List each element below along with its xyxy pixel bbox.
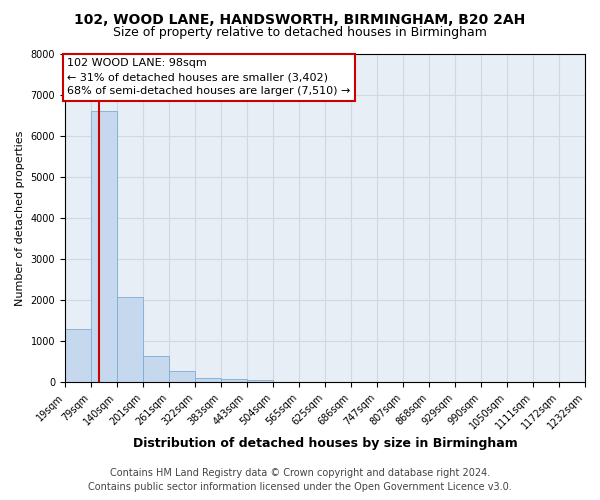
Text: Contains HM Land Registry data © Crown copyright and database right 2024.
Contai: Contains HM Land Registry data © Crown c… [88, 468, 512, 492]
Bar [221, 379, 247, 382]
Bar [65, 329, 91, 382]
Bar [91, 112, 117, 382]
Bar [247, 380, 273, 382]
Text: 102, WOOD LANE, HANDSWORTH, BIRMINGHAM, B20 2AH: 102, WOOD LANE, HANDSWORTH, BIRMINGHAM, … [74, 12, 526, 26]
Text: Size of property relative to detached houses in Birmingham: Size of property relative to detached ho… [113, 26, 487, 39]
Bar [195, 378, 221, 382]
Y-axis label: Number of detached properties: Number of detached properties [15, 130, 25, 306]
Text: 102 WOOD LANE: 98sqm
← 31% of detached houses are smaller (3,402)
68% of semi-de: 102 WOOD LANE: 98sqm ← 31% of detached h… [67, 58, 351, 96]
X-axis label: Distribution of detached houses by size in Birmingham: Distribution of detached houses by size … [133, 437, 517, 450]
Bar [117, 297, 143, 382]
Bar [143, 356, 169, 382]
Bar [169, 372, 195, 382]
